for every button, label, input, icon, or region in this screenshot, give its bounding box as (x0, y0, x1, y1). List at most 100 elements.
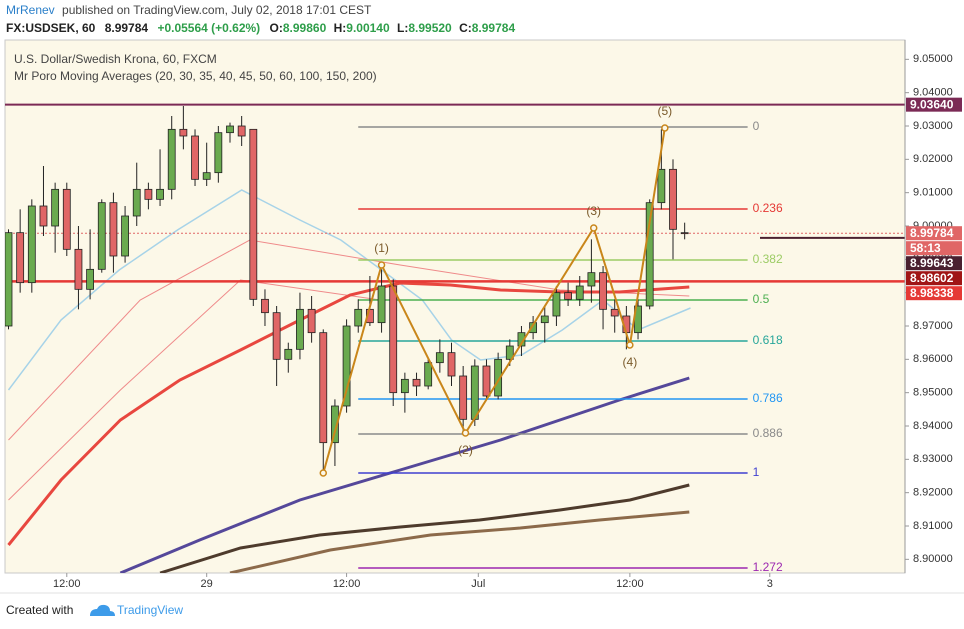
wave-point (461, 429, 470, 437)
candle-body (564, 292, 572, 300)
candle-body (470, 365, 479, 420)
candle-body (226, 125, 234, 134)
indicator-legend: Mr Poro Moving Averages (20, 30, 35, 40,… (14, 69, 377, 83)
price-label-box (906, 256, 962, 271)
chart-title: U.S. Dollar/Swedish Krona, 60, FXCM (14, 52, 217, 66)
candle-body (5, 232, 13, 327)
candle-body (435, 352, 444, 364)
candle-body (319, 332, 328, 444)
header-line-2: FX:USDSEK, 60 8.99784 +0.05564 (+0.62%) … (6, 21, 515, 35)
header-line-1: MrRenev published on TradingView.com, Ju… (6, 3, 372, 17)
x-tick-label: Jul (471, 578, 485, 590)
candle-body (389, 285, 398, 394)
candle-body (179, 128, 188, 137)
candle-body (74, 248, 83, 290)
candle-body (424, 362, 433, 387)
candle-body (645, 202, 654, 307)
price-label-box (906, 271, 962, 286)
candle-body (214, 132, 223, 174)
candle-body (342, 325, 351, 407)
fib-label: 0.886 (753, 426, 783, 440)
x-tick-label: 3 (767, 578, 773, 590)
candle-body (296, 308, 304, 350)
candle-body (412, 378, 421, 387)
candle-body (16, 232, 25, 284)
y-tick-label: 9.02000 (913, 153, 953, 165)
fib-label: 1 (753, 465, 760, 479)
wave-line (322, 127, 666, 474)
y-tick-label: 9.04000 (913, 87, 953, 99)
candle-body (657, 168, 666, 204)
candle-body (272, 312, 281, 360)
candle-body (132, 188, 141, 217)
fib-label: 0 (753, 119, 760, 133)
candle-body (237, 125, 246, 137)
candle-body (27, 205, 36, 284)
last-price: 8.99784 (105, 21, 149, 35)
candle-body (459, 375, 468, 420)
candle-body (669, 168, 677, 230)
price-label-box (906, 226, 962, 241)
candle-body (156, 188, 164, 200)
wave-label: (3) (586, 204, 601, 218)
price-label: 8.98602 (910, 271, 954, 285)
ohlc-value: 8.99520 (408, 21, 452, 35)
fib-label: 0.236 (753, 201, 783, 215)
fib-label: 0.786 (753, 391, 783, 405)
candle-body (284, 348, 293, 360)
fib-label: 0.618 (753, 333, 783, 347)
candle-body (447, 352, 456, 377)
y-tick-label: 9.01000 (913, 187, 953, 199)
candle-body (587, 272, 596, 287)
y-tick-label: 8.94000 (913, 420, 953, 432)
candle-body (167, 128, 176, 190)
wave-label: (4) (623, 355, 638, 369)
y-tick-label: 8.92000 (913, 487, 953, 499)
y-tick-label: 8.95000 (913, 387, 953, 399)
y-tick-label: 9.05000 (913, 53, 953, 65)
author[interactable]: MrRenev (6, 3, 55, 17)
ohlc-key: L: (397, 21, 408, 35)
ohlc-key: O: (270, 21, 283, 35)
candle-body (202, 172, 211, 180)
moving-average (119, 376, 690, 573)
y-tick-label: 9.03000 (913, 120, 953, 132)
candle-body (51, 188, 60, 227)
wave-point (377, 261, 386, 269)
candle-body (109, 202, 118, 257)
candle-body (529, 322, 538, 334)
footer-brand[interactable]: TradingView (117, 603, 183, 617)
candle-body (249, 128, 258, 300)
plot: 0 0.236 0.382 0.5 0.618 0.786 0.886 1 1.272 (1) (2… (5, 103, 905, 573)
wave-point (319, 469, 328, 477)
wave-label: (1) (374, 241, 389, 255)
x-tick-label: 12:00 (53, 578, 81, 590)
y-tick-label: 8.96000 (913, 353, 953, 365)
y-tick-label: 8.90000 (913, 553, 953, 565)
candle-body (505, 345, 514, 360)
countdown: 58:13 (910, 241, 941, 255)
candle-body (261, 298, 269, 314)
published: published on TradingView.com, July 02, 2… (62, 3, 372, 17)
plot-area (4, 39, 906, 574)
candle-body (144, 188, 153, 200)
candle-body (377, 285, 386, 324)
candle-body (552, 292, 561, 317)
candle-body (575, 285, 584, 300)
price-label: 9.03640 (910, 97, 954, 111)
wave-point (661, 124, 669, 132)
price-label-box (906, 97, 962, 112)
overlay: 8.90000 8.91000 8.92000 8.93000 8.94000 8.950… (53, 40, 962, 590)
wave-label: (2) (458, 443, 473, 457)
candle-body (191, 135, 199, 180)
wave-label: (5) (658, 104, 673, 118)
wave-point (589, 224, 598, 232)
candle-body (39, 205, 48, 227)
price-label: 8.98338 (910, 286, 954, 300)
ohlc-key: H: (334, 21, 347, 35)
tradingview-logo[interactable] (90, 604, 115, 616)
ohlc-value: 8.99784 (472, 21, 516, 35)
symbol: FX:USDSEK, 60 (6, 21, 96, 35)
change: +0.05564 (+0.62%) (157, 21, 260, 35)
candle-body (599, 272, 607, 310)
